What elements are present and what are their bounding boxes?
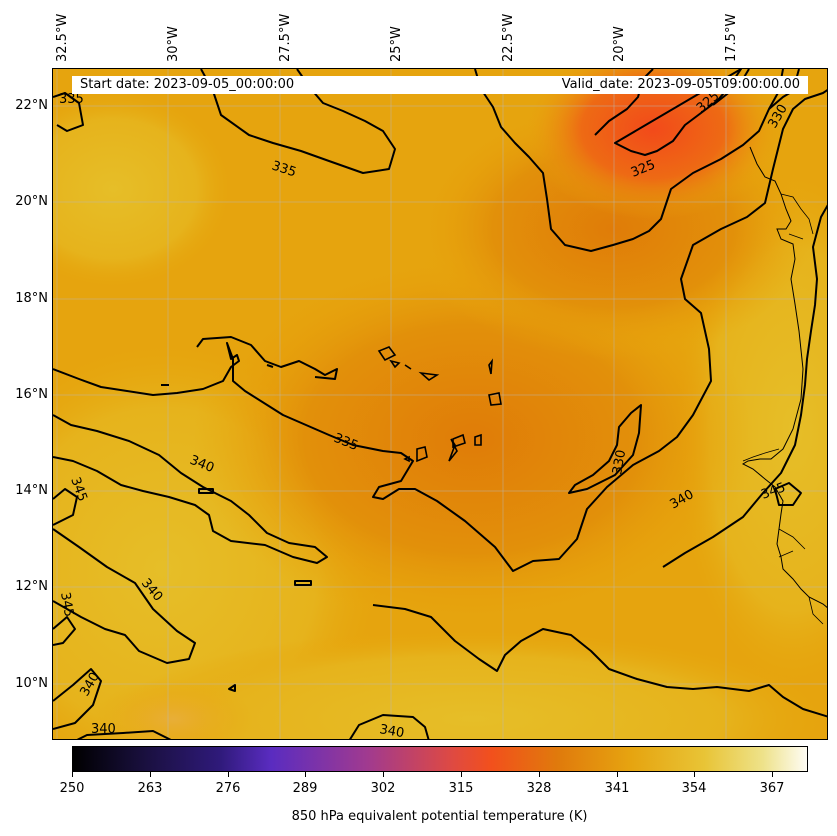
colorbar-tick-mark (72, 772, 73, 777)
colorbar-tick-label: 354 (681, 781, 707, 796)
lat-label-16n: 16°N (15, 387, 48, 402)
contour-340-south (53, 414, 328, 564)
lat-label-10n: 10°N (15, 676, 48, 691)
lat-label-12n: 12°N (15, 579, 48, 594)
contour-340-bottom-left (76, 730, 172, 739)
contour-345-east-small (774, 482, 802, 506)
date-info-box: Start date: 2023-09-05_00:00:00 Valid_da… (72, 76, 808, 94)
contour-340-south-lower (53, 668, 102, 730)
africa-coastline (741, 146, 827, 608)
contour-335-upper-band (196, 336, 338, 380)
colorbar-tick-mark (461, 772, 462, 777)
colorbar-tick-mark (383, 772, 384, 777)
lon-label-17-5w: 17.5°W (724, 13, 739, 62)
lon-label-22-5w: 22.5°W (501, 13, 516, 62)
colorbar-tick-label: 315 (448, 781, 474, 796)
field-yellow-northwest (53, 89, 233, 289)
colorbar-tick-mark (617, 772, 618, 777)
africa-border (742, 193, 824, 625)
contours (53, 69, 827, 739)
contour-340-bottom-center (349, 714, 430, 739)
contour-345-west (53, 488, 78, 526)
contour-label: 335 (59, 92, 84, 107)
contour-label: 340 (91, 722, 116, 737)
lat-label-14n: 14°N (15, 483, 48, 498)
contour-340-south-center (372, 604, 827, 718)
lon-label-25w: 25°W (389, 26, 404, 62)
field-yellow-south (113, 629, 827, 739)
colorbar-title: 850 hPa equivalent potential temperature… (291, 809, 588, 824)
contour-335-northwest (53, 92, 84, 132)
contour-335-north (200, 69, 396, 174)
contour-330-central-east (568, 404, 642, 494)
theta-e-map: 335 335 335 325 325 330 330 340 340 345 … (53, 69, 827, 740)
lat-label-20n: 20°N (15, 194, 48, 209)
colorbar-tick-label: 289 (292, 781, 318, 796)
colorbar-tick-mark (305, 772, 306, 777)
colorbar-tick-label: 328 (526, 781, 552, 796)
lat-label-22n: 22°N (15, 98, 48, 113)
colorbar-tick-mark (228, 772, 229, 777)
contour-330-north (474, 69, 784, 252)
contour-patch-4 (228, 684, 236, 692)
lon-label-30w: 30°W (166, 26, 181, 62)
lat-label-18n: 18°N (15, 291, 48, 306)
colorbar-tick-mark (150, 772, 151, 777)
contour-patch-1 (198, 488, 214, 494)
colorbar-tick-label: 341 (604, 781, 630, 796)
cape-verde-islands (377, 346, 502, 463)
colorbar-tick-label: 302 (370, 781, 396, 796)
contour-label: 335 (270, 159, 298, 181)
contour-label: 340 (378, 722, 405, 740)
contour-label: 345 (57, 591, 76, 618)
colorbar-tick-mark (694, 772, 695, 777)
lon-label-20w: 20°W (612, 26, 627, 62)
map-panel: 335 335 335 325 325 330 330 340 340 345 … (52, 68, 828, 740)
lon-label-27-5w: 27.5°W (278, 13, 293, 62)
contour-335-central (53, 89, 827, 572)
field-red-northeast (523, 69, 783, 219)
colorbar-tick-label: 367 (759, 781, 785, 796)
colorbar-tick-mark (539, 772, 540, 777)
colorbar-tick-label: 276 (215, 781, 241, 796)
start-date-text: Start date: 2023-09-05_00:00:00 (80, 77, 295, 92)
contour-patch-2 (294, 580, 312, 586)
colorbar-tick-mark (772, 772, 773, 777)
field-tan-patch (93, 679, 253, 739)
lon-label-32-5w: 32.5°W (55, 13, 70, 62)
colorbar-tick-label: 263 (137, 781, 163, 796)
colorbar-tick-label: 250 (59, 781, 85, 796)
contour-label: 330 (610, 449, 629, 476)
colorbar (72, 746, 808, 772)
gridlines (53, 69, 827, 739)
contour-340-east (662, 204, 827, 568)
valid-date-text: Valid_date: 2023-09-05T09:00:00.00 (561, 77, 800, 92)
contour-345-west-lower (53, 616, 76, 646)
contour-340-southwest (53, 528, 196, 664)
